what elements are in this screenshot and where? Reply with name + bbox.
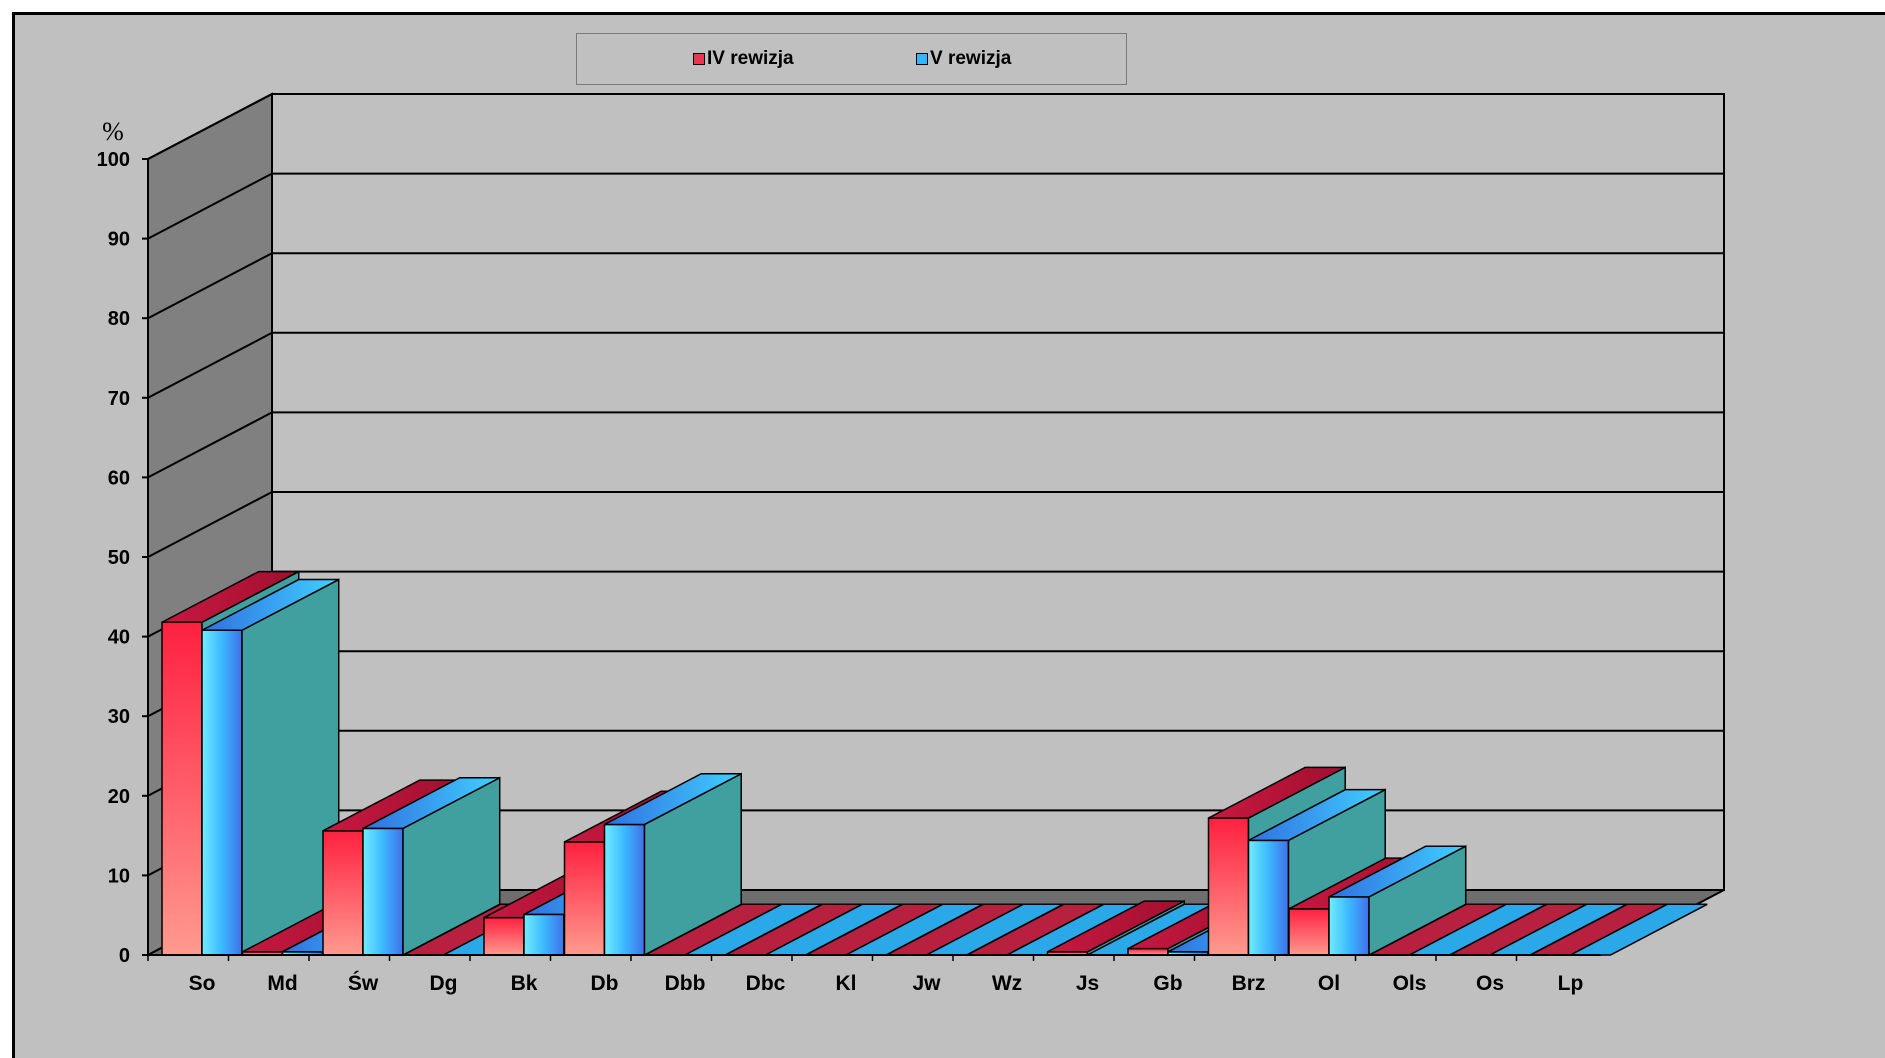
y-tick-label: 100 bbox=[97, 149, 130, 171]
x-tick-label: So bbox=[189, 972, 216, 995]
x-tick-label: Db bbox=[591, 972, 619, 995]
bar-top bbox=[1208, 766, 1346, 819]
y-tick-label: 30 bbox=[108, 706, 130, 728]
legend-item-series-1: IV rewizja bbox=[693, 48, 794, 70]
bar-top bbox=[1047, 900, 1185, 953]
y-tick-label: 20 bbox=[108, 786, 130, 808]
bar-front bbox=[1288, 908, 1330, 956]
bar-front bbox=[1328, 896, 1370, 956]
bar-top bbox=[604, 773, 742, 826]
gridline-side bbox=[147, 172, 273, 240]
gridline-side bbox=[147, 93, 273, 160]
gridline-side bbox=[147, 252, 273, 320]
x-tick-label: Os bbox=[1476, 972, 1504, 995]
legend-label: IV rewizja bbox=[707, 48, 794, 69]
x-tick-label: Ol bbox=[1318, 972, 1340, 995]
bar-top bbox=[1248, 788, 1386, 842]
legend: IV rewizja V rewizja bbox=[576, 33, 1127, 85]
y-tick-label: 90 bbox=[108, 229, 130, 251]
x-tick-label: Dbc bbox=[746, 972, 786, 995]
bar-front bbox=[161, 621, 203, 956]
bar-top bbox=[201, 578, 340, 631]
x-tick-label: Jw bbox=[912, 972, 941, 995]
gridline-side bbox=[147, 411, 273, 479]
x-tick-label: Wz bbox=[992, 972, 1022, 995]
bar-v-5 bbox=[603, 772, 742, 957]
x-tick-label: Gb bbox=[1153, 972, 1182, 995]
x-tick-label: Ols bbox=[1393, 972, 1427, 995]
bar-front bbox=[362, 827, 404, 956]
legend-swatch-red bbox=[693, 53, 705, 65]
bar-v-2 bbox=[362, 776, 501, 957]
bar-front bbox=[1207, 817, 1250, 956]
legend-label: V rewizja bbox=[930, 48, 1012, 69]
bar-front bbox=[201, 629, 243, 956]
bar-front bbox=[523, 913, 565, 956]
y-unit-label: % bbox=[102, 117, 124, 146]
x-tick-label: Lp bbox=[1558, 972, 1584, 995]
bar-front bbox=[322, 830, 364, 956]
y-tick-label: 80 bbox=[108, 308, 130, 330]
legend-swatch-blue bbox=[916, 53, 928, 65]
y-tick-label: 60 bbox=[108, 467, 130, 489]
y-tick-label: 50 bbox=[108, 547, 130, 569]
bar-front bbox=[603, 823, 646, 956]
x-tick-label: Md bbox=[267, 972, 297, 995]
legend-item-series-2: V rewizja bbox=[916, 48, 1011, 70]
x-tick-label: Js bbox=[1076, 972, 1099, 995]
gridline-side bbox=[147, 331, 273, 399]
bar-v-0 bbox=[201, 578, 340, 957]
y-tick-label: 10 bbox=[108, 865, 130, 887]
bar-front bbox=[563, 841, 606, 956]
bar-front bbox=[1247, 839, 1290, 956]
x-tick-label: Dg bbox=[430, 972, 458, 995]
gridline-side bbox=[147, 491, 273, 558]
bar-top bbox=[1328, 845, 1467, 898]
x-tick-label: Św bbox=[348, 971, 379, 995]
bar-front bbox=[483, 916, 525, 956]
x-tick-label: Bk bbox=[511, 972, 538, 995]
bar-top bbox=[362, 776, 501, 830]
x-tick-label: Kl bbox=[836, 972, 857, 995]
bar-v-14 bbox=[1328, 844, 1467, 957]
y-tick-label: 40 bbox=[108, 627, 130, 649]
y-tick-label: 0 bbox=[119, 945, 130, 967]
x-tick-label: Brz bbox=[1232, 972, 1266, 995]
x-tick-label: Dbb bbox=[665, 972, 706, 995]
y-tick-label: 70 bbox=[108, 388, 130, 410]
bar-top bbox=[161, 570, 300, 624]
